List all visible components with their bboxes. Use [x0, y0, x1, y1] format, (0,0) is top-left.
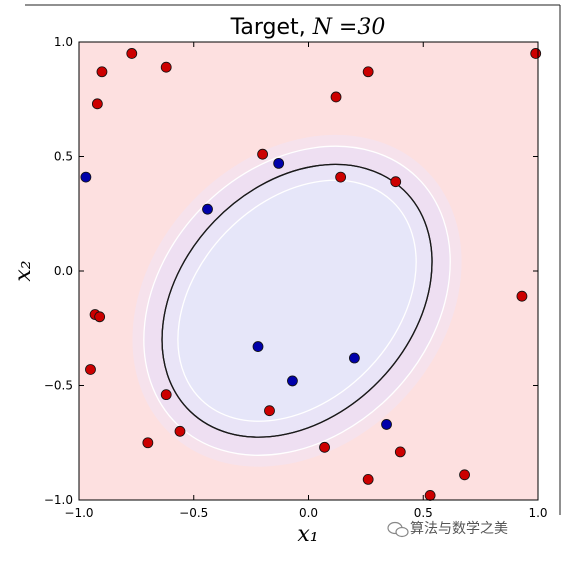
x-tick-label: −1.0 — [64, 506, 93, 520]
red-point — [530, 48, 542, 59]
red-point — [126, 48, 138, 59]
red-point — [330, 91, 342, 103]
blue-point — [252, 341, 264, 352]
red-point — [174, 425, 186, 437]
y-tick-label: 0.0 — [54, 264, 73, 278]
y-axis-label: x₂ — [11, 260, 36, 281]
y-tick-label: 1.0 — [54, 35, 73, 49]
x-tick-label: −0.5 — [179, 506, 208, 520]
red-point — [142, 437, 154, 449]
red-point — [459, 469, 470, 481]
red-point — [390, 176, 402, 188]
axis-ticks: −1.0−1.0 −0.5 −0.5 0.0 0.0 0.5 0.5 1.0 1.0 — [44, 35, 548, 520]
blue-point — [80, 171, 92, 183]
red-point — [85, 364, 96, 375]
x-tick-label: 0.0 — [299, 506, 318, 520]
blue-point — [287, 375, 298, 387]
decision-contours — [132, 134, 462, 467]
x-tick-label: 1.0 — [528, 506, 547, 520]
blue-point — [202, 203, 213, 215]
red-point — [257, 148, 269, 160]
blue-point — [381, 419, 392, 430]
red-point — [516, 290, 528, 302]
red-point — [362, 473, 374, 485]
red-point — [394, 446, 406, 458]
y-tick-label: 0.5 — [54, 150, 73, 164]
y-tick-label: −1.0 — [44, 493, 73, 507]
blue-point — [348, 352, 360, 364]
blue-point — [273, 157, 285, 169]
y-tick-label: −0.5 — [44, 379, 73, 393]
watermark: 算法与数学之美 — [387, 521, 508, 538]
chart-title: Target, N =30 — [230, 15, 386, 40]
red-point — [362, 66, 374, 78]
decision-boundary-line — [161, 163, 433, 438]
red-point — [160, 61, 172, 73]
red-point — [91, 98, 103, 110]
watermark-text: 算法与数学之美 — [410, 521, 508, 537]
x-tick-label: 0.5 — [414, 506, 433, 520]
red-point — [160, 389, 172, 401]
red-point — [94, 311, 106, 323]
red-point — [264, 405, 275, 417]
red-point — [424, 490, 436, 501]
red-point — [96, 66, 108, 78]
wechat-icon — [387, 521, 409, 538]
red-point — [335, 171, 347, 183]
red-point — [319, 441, 330, 453]
x-axis-label: x₁ — [297, 522, 318, 547]
